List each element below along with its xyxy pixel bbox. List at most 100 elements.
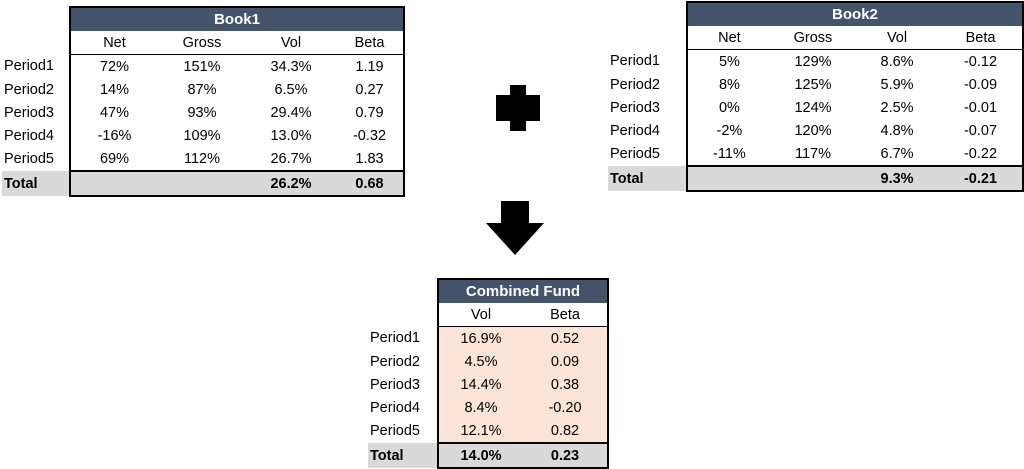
row-label: Period2 [4, 81, 54, 98]
cell: 14% [69, 78, 158, 101]
total-vol: 9.3% [855, 165, 939, 192]
total-row: Total 26.2% 0.68 [2, 170, 405, 197]
cell: 0.38 [523, 373, 609, 396]
cell: -16% [69, 124, 158, 147]
table-row: Period1 72% 151% 34.3% 1.19 [2, 54, 405, 78]
cell: 16.9% [437, 326, 523, 350]
cell: 8.4% [437, 396, 523, 419]
cell [158, 170, 246, 197]
arrow-down-icon [486, 201, 544, 255]
cell: 0% [685, 96, 771, 119]
book2-header-row: Net Gross Vol Beta [608, 26, 1024, 50]
table-row: Period4 -16% 109% 13.0% -0.32 [2, 124, 405, 147]
row-label: Period5 [370, 423, 420, 439]
book2-table-block: Book2 Net Gross Vol Beta Period1 5% 129%… [608, 1, 1024, 192]
cell: 125% [794, 76, 832, 93]
total-vol: 14.0% [437, 442, 523, 469]
table-row: Period2 8% 125% 5.9% -0.09 [608, 73, 1024, 96]
row-label: Period5 [4, 151, 54, 167]
cell: 0.79 [336, 101, 405, 124]
table-row: Period3 14.4% 0.38 [368, 373, 609, 396]
cell: 4.8% [880, 122, 914, 139]
row-label: Period1 [4, 58, 54, 75]
row-label: Period2 [610, 76, 660, 93]
total-beta: 0.23 [523, 442, 609, 469]
cell: -0.32 [336, 124, 405, 147]
row-label: Period1 [370, 330, 420, 347]
cell: 8% [685, 73, 771, 96]
cell: -11% [685, 142, 771, 166]
cell: 1.83 [336, 147, 405, 171]
cell: 5% [685, 49, 771, 73]
cell: 13.0% [270, 127, 312, 144]
row-label: Period4 [370, 399, 420, 416]
plus-icon [496, 85, 540, 131]
combined-fund-table-block: Combined Fund Vol Beta Period1 16.9% 0.5… [368, 278, 609, 469]
table-row: Period3 47% 93% 29.4% 0.79 [2, 101, 405, 124]
cell: 72% [69, 54, 158, 78]
book1-table: Book1 Net Gross Vol Beta Period1 72% 151… [2, 6, 405, 197]
table-row: Period1 16.9% 0.52 [368, 326, 609, 350]
cell: 29.4% [270, 104, 312, 121]
table-row: Period2 4.5% 0.09 [368, 350, 609, 373]
total-beta: -0.21 [939, 165, 1024, 192]
table-row: Period4 -2% 120% 4.8% -0.07 [608, 119, 1024, 142]
cell: 6.5% [274, 81, 308, 98]
cell: 1.19 [336, 54, 405, 78]
row-label: Period4 [610, 122, 660, 139]
total-row: Total 9.3% -0.21 [608, 165, 1024, 192]
cell: 87% [187, 81, 217, 98]
cell: 0.52 [523, 326, 609, 350]
total-label: Total [368, 443, 438, 468]
column-header: Vol [437, 303, 523, 327]
cell: 112% [183, 150, 220, 167]
cell: -2% [685, 119, 771, 142]
cell: -0.07 [939, 119, 1024, 142]
row-label: Period1 [610, 53, 660, 70]
cell: 117% [794, 145, 831, 162]
cell: 5.9% [880, 76, 914, 93]
combined-fund-table: Combined Fund Vol Beta Period1 16.9% 0.5… [368, 278, 609, 469]
cell [685, 165, 771, 192]
table-row: Period3 0% 124% 2.5% -0.01 [608, 96, 1024, 119]
cell: -0.20 [523, 396, 609, 419]
row-label: Period3 [370, 376, 420, 393]
cell: 26.7% [270, 150, 312, 167]
cell: 14.4% [437, 373, 523, 396]
cell: 34.3% [270, 58, 312, 75]
column-header: Beta [939, 26, 1024, 50]
column-header: Beta [336, 31, 405, 55]
column-header: Net [69, 31, 158, 55]
total-vol: 26.2% [246, 170, 336, 197]
cell: 12.1% [437, 419, 523, 443]
combined-fund-title: Combined Fund [437, 278, 609, 303]
row-label: Period3 [4, 104, 54, 121]
column-header: Vol [855, 26, 939, 50]
column-header: Beta [523, 303, 609, 327]
cell: 93% [187, 104, 217, 121]
row-label: Period4 [4, 127, 54, 144]
cell: 0.27 [336, 78, 405, 101]
book1-table-block: Book1 Net Gross Vol Beta Period1 72% 151… [2, 6, 405, 197]
table-row: Period1 5% 129% 8.6% -0.12 [608, 49, 1024, 73]
cell: 151% [183, 58, 221, 75]
cell: 4.5% [437, 350, 523, 373]
cell: 129% [794, 53, 832, 70]
cell [69, 170, 158, 197]
row-label: Period3 [610, 99, 660, 116]
cell: 6.7% [880, 145, 914, 162]
total-label: Total [608, 166, 687, 191]
table-row: Period5 -11% 117% 6.7% -0.22 [608, 142, 1024, 166]
book1-title: Book1 [69, 6, 405, 31]
book1-header-row: Net Gross Vol Beta [2, 31, 405, 55]
cell: 69% [69, 147, 158, 171]
book2-table: Book2 Net Gross Vol Beta Period1 5% 129%… [608, 1, 1024, 192]
column-header: Gross [158, 31, 246, 55]
table-row: Period4 8.4% -0.20 [368, 396, 609, 419]
cell: 0.82 [523, 419, 609, 443]
cell: -0.09 [939, 73, 1024, 96]
column-header: Vol [246, 31, 336, 55]
cell: 124% [794, 99, 832, 116]
cell: 47% [69, 101, 158, 124]
cell: -0.01 [939, 96, 1024, 119]
